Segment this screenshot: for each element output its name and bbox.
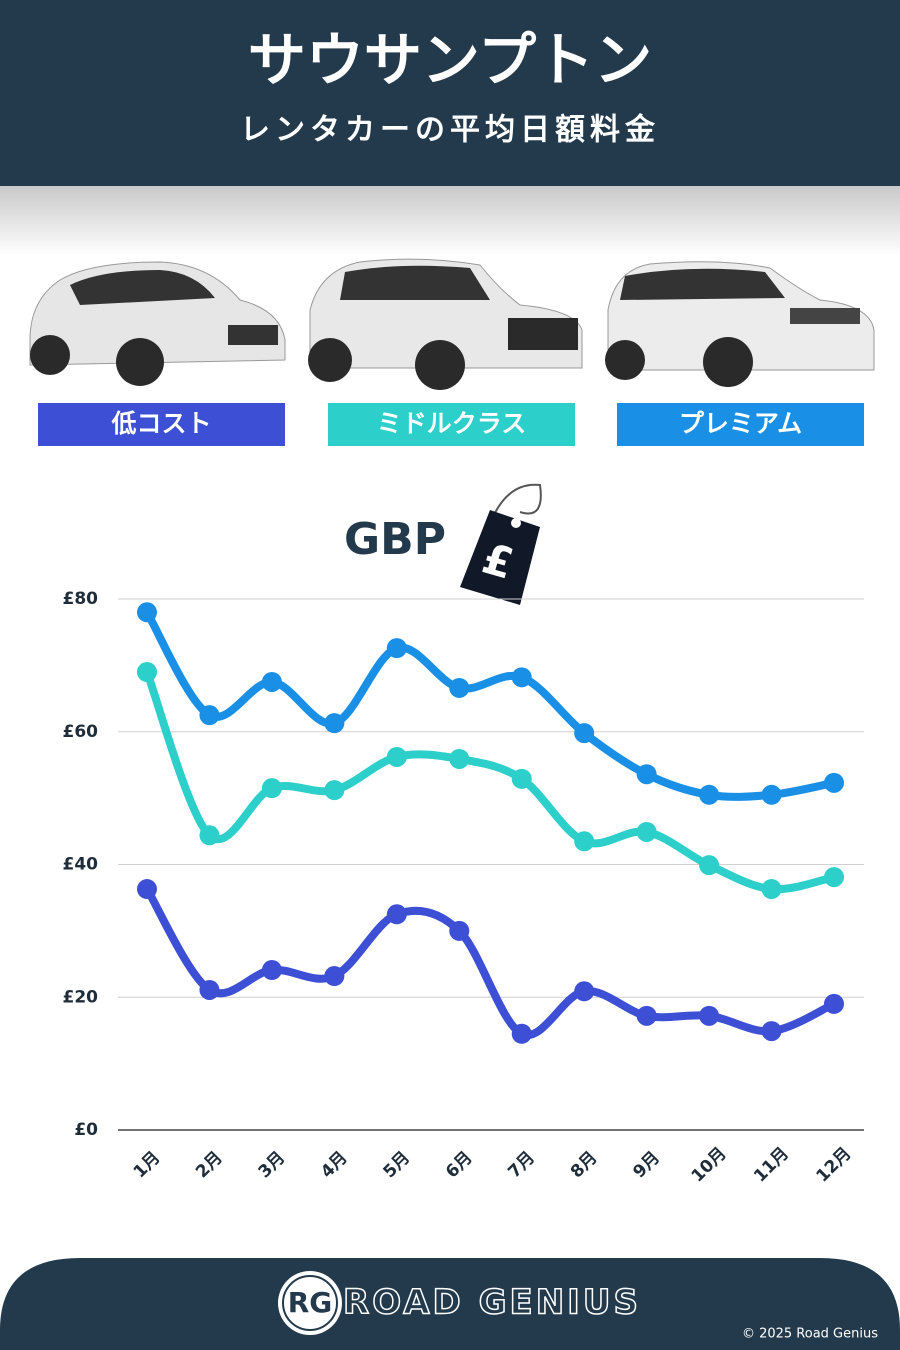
data-point	[137, 602, 157, 623]
data-point	[824, 993, 844, 1014]
data-point	[761, 1021, 782, 1042]
x-tick-label: 3月	[255, 1148, 290, 1183]
data-point	[261, 671, 282, 692]
data-point	[761, 784, 782, 805]
data-point	[824, 867, 844, 888]
footer-band	[0, 1258, 900, 1350]
brand-name: ROAD GENIUS	[343, 1283, 641, 1323]
x-tick-label: 2月	[192, 1148, 227, 1183]
data-point	[511, 768, 532, 789]
x-tick-label: 11月	[750, 1144, 793, 1187]
data-point	[199, 705, 220, 726]
header-band	[0, 0, 900, 186]
data-point	[386, 904, 407, 925]
data-point	[511, 667, 532, 688]
data-point	[449, 677, 470, 698]
data-point	[699, 784, 720, 805]
y-tick-label: £20	[63, 987, 99, 1007]
x-tick-label: 5月	[380, 1148, 415, 1183]
x-tick-label: 9月	[629, 1148, 664, 1183]
legend-swatch	[617, 403, 864, 446]
data-point	[137, 662, 157, 683]
title: サウサンプトン	[248, 26, 652, 94]
data-point	[199, 825, 220, 846]
price-tag: £	[460, 483, 542, 605]
legend-label: プレミアム	[679, 409, 802, 438]
copyright: © 2025 Road Genius	[742, 1327, 878, 1342]
y-unit-label: GBP	[344, 514, 446, 565]
line-chart: 低コスト ミドルクラス プレミアム £0 £20 £40 £60 £80 1月 2月 3月 4月 5月 6…	[38, 403, 864, 1186]
series-line	[143, 885, 838, 1040]
car-mid	[308, 258, 583, 390]
data-point	[199, 979, 220, 1000]
legend-swatch	[328, 403, 575, 446]
data-point	[511, 1023, 532, 1044]
data-point	[574, 831, 595, 852]
x-tick-label: 12月	[813, 1144, 856, 1187]
data-point	[386, 638, 407, 659]
y-tick-label: £0	[74, 1120, 98, 1140]
x-tick-label: 7月	[504, 1148, 539, 1183]
data-point	[636, 764, 657, 785]
x-tick-label: 4月	[317, 1148, 352, 1183]
data-point	[324, 780, 345, 801]
data-point	[449, 920, 470, 941]
data-point	[699, 1005, 720, 1026]
data-point	[824, 772, 844, 793]
data-point	[386, 746, 407, 767]
data-point	[574, 723, 595, 744]
logo-text: RG	[288, 1286, 333, 1319]
y-tick-label: £60	[63, 722, 99, 742]
data-point	[137, 879, 157, 900]
data-point	[574, 981, 595, 1002]
y-tick-label: £40	[63, 855, 99, 875]
legend-label: ミドルクラス	[377, 409, 527, 438]
data-point	[636, 1005, 657, 1026]
data-point	[261, 960, 282, 981]
data-point	[636, 821, 657, 842]
data-point	[699, 855, 720, 876]
data-point	[261, 778, 282, 799]
legend-swatch	[38, 403, 285, 446]
data-point	[449, 748, 470, 769]
x-tick-label: 6月	[442, 1148, 477, 1183]
series-line	[143, 668, 838, 894]
header-shadow	[0, 186, 900, 256]
x-tick-label: 10月	[688, 1144, 731, 1187]
data-point	[761, 879, 782, 900]
x-tick-label: 1月	[130, 1148, 165, 1183]
y-tick-label: £80	[63, 589, 99, 609]
x-tick-label: 8月	[567, 1148, 602, 1183]
data-point	[324, 966, 345, 987]
subtitle: レンタカーの平均日額料金	[240, 113, 660, 148]
car-low	[29, 261, 286, 386]
data-point	[324, 713, 345, 734]
legend-label: 低コスト	[110, 409, 211, 438]
car-premium	[605, 261, 875, 387]
logo-badge	[278, 1271, 342, 1335]
